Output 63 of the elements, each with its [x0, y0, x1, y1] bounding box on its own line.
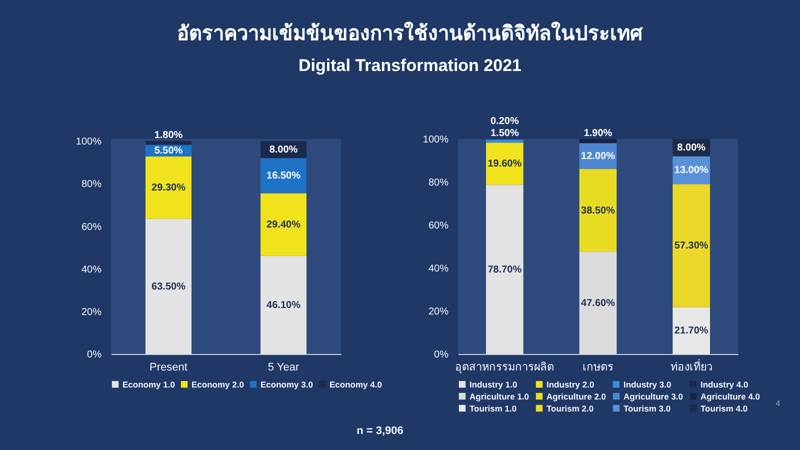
data-label: 29.30%	[152, 182, 186, 194]
data-label: 46.10%	[266, 300, 301, 311]
data-label: 1.80%	[154, 130, 183, 141]
y-tick-label: 40%	[81, 264, 102, 276]
legend-label: Industry 3.0	[624, 379, 672, 390]
y-tick-label: 40%	[428, 264, 449, 274]
legend-label: Agriculture 4.0	[700, 391, 760, 402]
data-label: 13.00%	[674, 165, 708, 176]
legend-label: Tourism 1.0	[470, 403, 517, 414]
legend-label: Agriculture 2.0	[546, 391, 606, 402]
y-tick-label: 20%	[81, 306, 102, 318]
data-label: 16.50%	[266, 170, 301, 182]
data-label: 29.40%	[266, 220, 301, 231]
data-label: 1.50%	[490, 128, 519, 139]
legend-label: Economy 3.0	[260, 379, 314, 390]
y-tick-label: 80%	[81, 179, 102, 190]
bar	[260, 256, 306, 354]
y-tick-label: 0%	[434, 350, 449, 360]
x-tick-label: อุตสาหกรรมการผลิต	[455, 362, 554, 374]
y-tick-label: 100%	[76, 136, 102, 148]
y-tick-label: 60%	[81, 222, 102, 233]
bar	[146, 140, 192, 145]
y-tick-label: 60%	[428, 220, 449, 232]
legend-label: Agriculture 1.0	[470, 391, 530, 402]
data-label: 0.20%	[490, 116, 519, 127]
data-label: 19.60%	[488, 158, 522, 170]
data-label: 38.50%	[581, 205, 616, 216]
data-label: 63.50%	[152, 281, 186, 292]
bar	[146, 218, 192, 354]
legend-label: Agriculture 3.0	[624, 391, 684, 402]
data-label: 21.70%	[674, 326, 708, 337]
text: n = 3,906	[356, 425, 404, 437]
y-tick-label: 20%	[428, 306, 449, 318]
x-tick-label: Present	[150, 362, 188, 374]
x-tick-label: เกษตร	[582, 362, 614, 374]
data-label: 8.00%	[269, 144, 298, 156]
text: 4	[776, 399, 781, 408]
data-label: 1.90%	[584, 128, 612, 139]
y-tick-label: 80%	[428, 178, 449, 188]
legend-label: Tourism 3.0	[624, 403, 671, 414]
legend-label: Industry 2.0	[546, 379, 594, 390]
legend-label: Economy 4.0	[330, 379, 382, 390]
data-label: 8.00%	[677, 142, 706, 154]
x-tick-label: ท่องเที่ยว	[670, 358, 712, 374]
data-label: 78.70%	[488, 264, 522, 276]
data-label: 57.30%	[674, 240, 708, 252]
text: อัตราความเข้มข้นของการใช้งานด้านดิจิทัลในประเทศ	[177, 21, 644, 45]
data-label: 47.60%	[581, 298, 616, 309]
legend-label: Industry 1.0	[470, 379, 518, 390]
x-tick-label: 5 Year	[268, 362, 300, 374]
bar	[260, 158, 306, 194]
bar	[146, 156, 192, 219]
data-label: 12.00%	[581, 150, 616, 162]
legend-label: Economy 2.0	[192, 379, 244, 390]
y-tick-label: 0%	[87, 350, 102, 360]
y-tick-label: 100%	[422, 134, 449, 146]
legend-label: Economy 1.0	[122, 379, 176, 390]
text: Digital Transformation 2021	[298, 56, 522, 75]
bar	[260, 193, 306, 256]
legend-label: Industry 4.0	[700, 379, 748, 390]
legend-label: Tourism 4.0	[700, 403, 748, 414]
legend-label: Tourism 2.0	[546, 403, 594, 414]
data-label: 5.50%	[154, 146, 183, 157]
